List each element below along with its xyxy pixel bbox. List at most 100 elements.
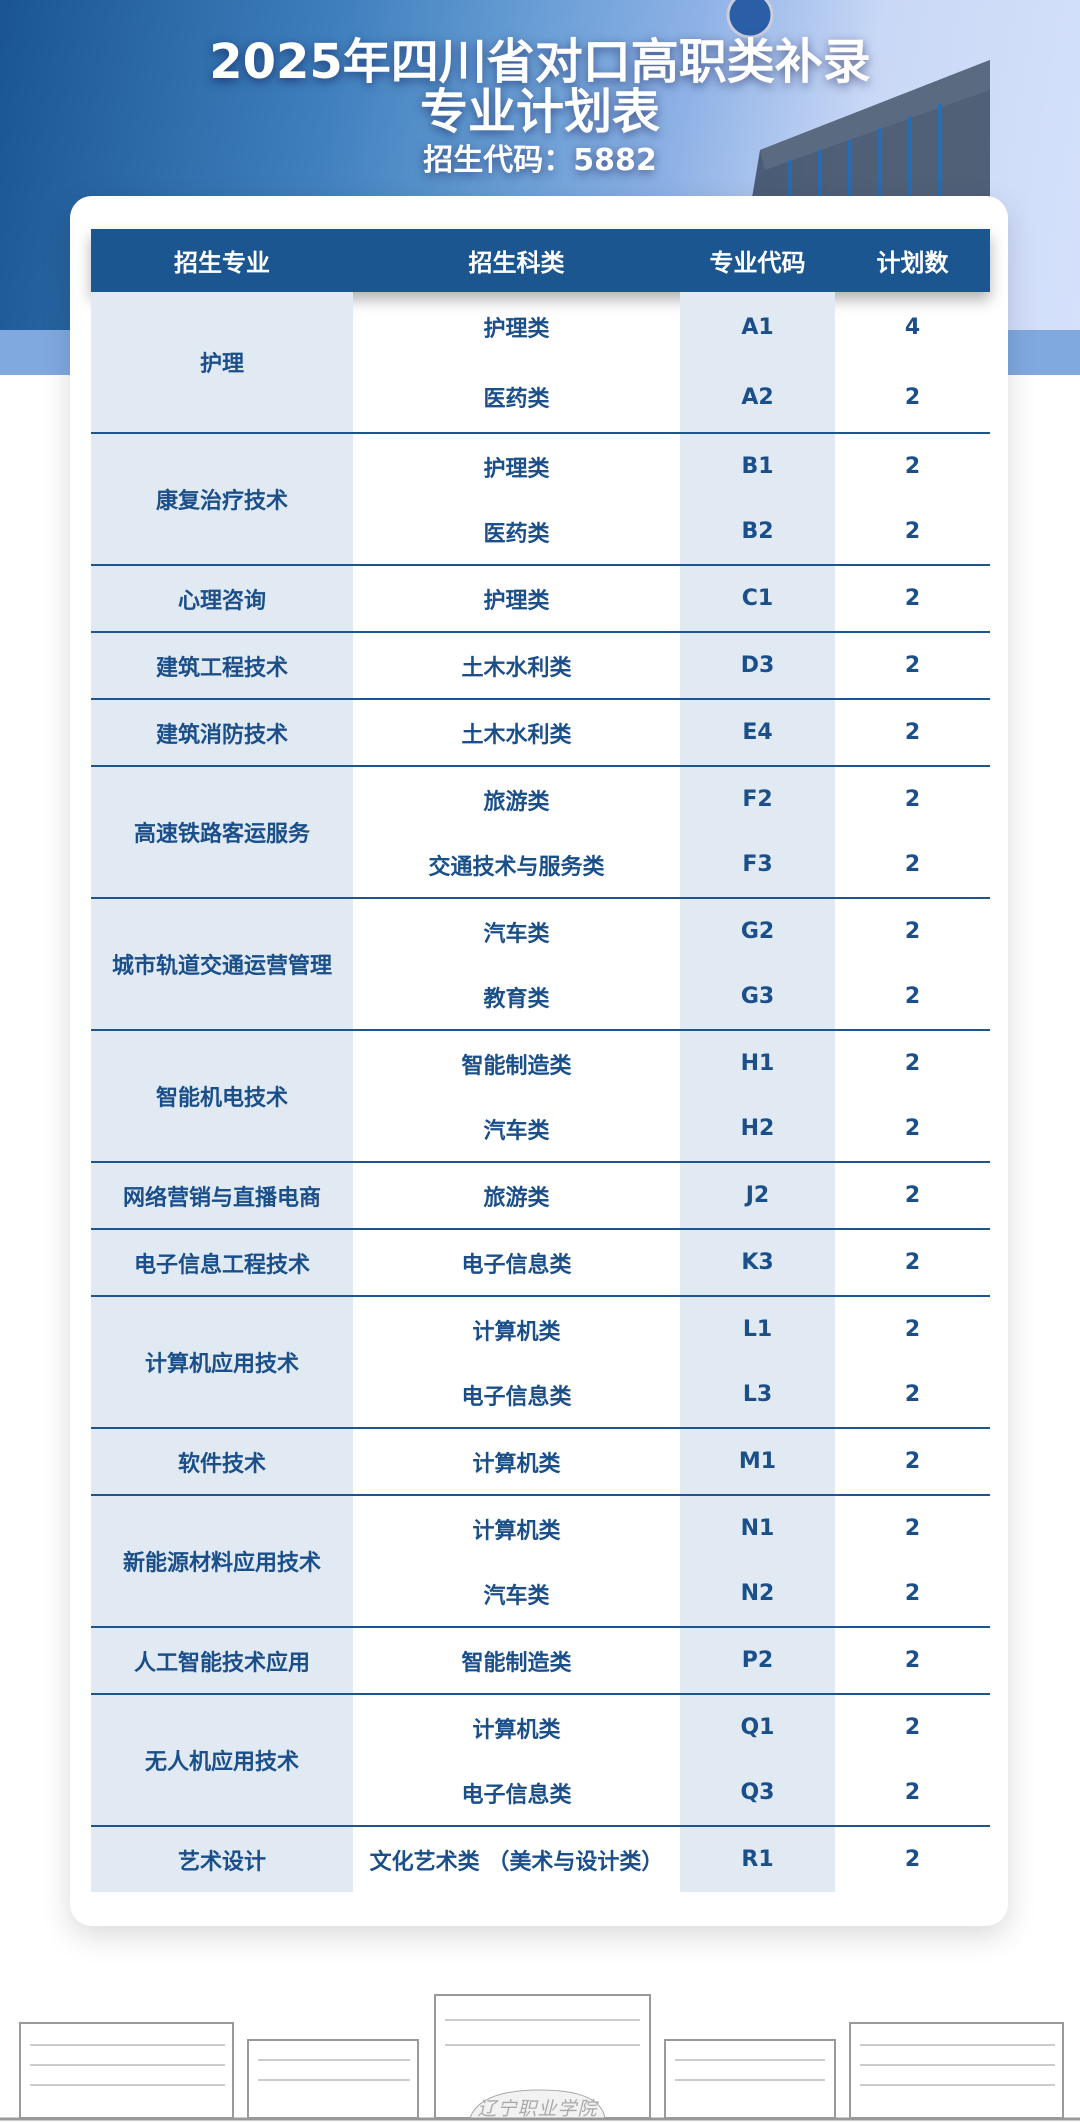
count-cell: 2 [904, 1715, 921, 1740]
count-cell: 2 [904, 1780, 921, 1805]
count-cell: 2 [904, 1847, 921, 1872]
count-cell: 2 [904, 1648, 921, 1673]
table-row: 护理类 A1 4 [353, 292, 990, 362]
code-cell: K3 [680, 1230, 835, 1295]
table-row: 旅游类 J2 2 [353, 1163, 990, 1228]
code-cell: C1 [680, 566, 835, 631]
code-cell: F2 [680, 767, 835, 832]
category-cell: 电子信息类 [461, 1252, 572, 1278]
category-cell: 电子信息类 [461, 1384, 572, 1410]
table-row-group: 建筑消防技术 土木水利类 E4 2 [91, 700, 990, 767]
major-cell: 艺术设计 [91, 1827, 353, 1892]
page-subtitle: 专业计划表 [419, 84, 660, 140]
count-cell: 2 [904, 1449, 921, 1474]
count-cell: 2 [904, 384, 921, 410]
table-row-group: 建筑工程技术 土木水利类 D3 2 [91, 633, 990, 700]
table-row: 教育类 G3 2 [353, 964, 990, 1029]
count-cell: 2 [904, 653, 921, 678]
campus-sign-text: 辽宁职业学院 [477, 2098, 598, 2120]
major-cell: 建筑工程技术 [91, 633, 353, 698]
major-cell: 心理咨询 [91, 566, 353, 631]
category-cell: 计算机类 [472, 1451, 561, 1477]
table-row-group: 康复治疗技术 护理类 B1 2 医药类 B2 2 [91, 434, 990, 566]
category-cell: 土木水利类 [461, 722, 572, 748]
code-cell: H1 [680, 1031, 835, 1096]
category-cell: 汽车类 [483, 1583, 550, 1609]
count-cell: 2 [904, 1051, 921, 1076]
table-row-group: 护理 护理类 A1 4 医药类 A2 2 [91, 292, 990, 434]
table-row: 汽车类 G2 2 [353, 899, 990, 964]
table-row-group: 无人机应用技术 计算机类 Q1 2 电子信息类 Q3 2 [91, 1695, 990, 1827]
campus-buildings-illustration [0, 1994, 1080, 2121]
code-cell: A1 [680, 292, 835, 362]
category-cell: 交通技术与服务类 [428, 854, 605, 880]
major-cell: 高速铁路客运服务 [91, 767, 353, 897]
count-cell: 2 [904, 984, 921, 1009]
table-header: 招生专业 招生科类 专业代码 计划数 [91, 229, 990, 292]
count-cell: 2 [904, 1516, 921, 1541]
table-row-group: 软件技术 计算机类 M1 2 [91, 1429, 990, 1496]
code-cell: B1 [680, 434, 835, 499]
code-cell: J2 [680, 1163, 835, 1228]
column-header-major: 招生专业 [174, 249, 270, 277]
table-row: 旅游类 F2 2 [353, 767, 990, 832]
major-cell: 护理 [91, 292, 353, 432]
count-cell: 2 [904, 787, 921, 812]
table-row: 电子信息类 L3 2 [353, 1362, 990, 1427]
major-cell: 康复治疗技术 [91, 434, 353, 564]
count-cell: 2 [904, 919, 921, 944]
major-cell: 建筑消防技术 [91, 700, 353, 765]
code-cell: F3 [680, 832, 835, 897]
category-cell: 电子信息类 [461, 1782, 572, 1808]
table-row-group: 城市轨道交通运营管理 汽车类 G2 2 教育类 G3 2 [91, 899, 990, 1031]
category-cell: 护理类 [483, 317, 550, 342]
table-row-group: 网络营销与直播电商 旅游类 J2 2 [91, 1163, 990, 1230]
table-row: 交通技术与服务类 F3 2 [353, 832, 990, 897]
code-cell: A2 [680, 362, 835, 432]
category-cell: 护理类 [483, 456, 550, 482]
table-row: 计算机类 N1 2 [353, 1496, 990, 1561]
table-row: 汽车类 H2 2 [353, 1096, 990, 1161]
column-header-category: 招生科类 [468, 249, 565, 277]
table-row: 电子信息类 K3 2 [353, 1230, 990, 1295]
code-cell: H2 [680, 1096, 835, 1161]
column-header-count: 计划数 [876, 249, 949, 277]
category-cell: 医药类 [483, 387, 550, 412]
code-cell: L1 [680, 1297, 835, 1362]
table-row: 电子信息类 Q3 2 [353, 1760, 990, 1825]
table-row: 智能制造类 H1 2 [353, 1031, 990, 1096]
table-row: 计算机类 L1 2 [353, 1297, 990, 1362]
major-cell: 无人机应用技术 [91, 1695, 353, 1825]
count-cell: 2 [904, 454, 921, 479]
category-cell: 计算机类 [472, 1518, 561, 1544]
code-cell: N2 [680, 1561, 835, 1626]
table-row: 文化艺术类 （美术与设计类） R1 2 [353, 1827, 990, 1892]
major-cell: 软件技术 [91, 1429, 353, 1494]
category-cell: 教育类 [483, 986, 550, 1012]
table-row: 医药类 A2 2 [353, 362, 990, 432]
category-cell: 汽车类 [483, 921, 550, 947]
major-cell: 网络营销与直播电商 [91, 1163, 353, 1228]
category-cell: 土木水利类 [461, 655, 572, 681]
table-row-group: 人工智能技术应用 智能制造类 P2 2 [91, 1628, 990, 1695]
table-row-group: 电子信息工程技术 电子信息类 K3 2 [91, 1230, 990, 1297]
count-cell: 2 [904, 1116, 921, 1141]
table-row-group: 新能源材料应用技术 计算机类 N1 2 汽车类 N2 2 [91, 1496, 990, 1628]
category-cell: 护理类 [483, 588, 550, 614]
code-cell: E4 [680, 700, 835, 765]
count-cell: 2 [904, 1581, 921, 1606]
table-row: 汽车类 N2 2 [353, 1561, 990, 1626]
code-cell: R1 [680, 1827, 835, 1892]
major-cell: 计算机应用技术 [91, 1297, 353, 1427]
table-row-group: 艺术设计 文化艺术类 （美术与设计类） R1 2 [91, 1827, 990, 1892]
count-cell: 2 [904, 1250, 921, 1275]
count-cell: 2 [904, 586, 921, 611]
category-cell: 计算机类 [472, 1319, 561, 1345]
table-body: 护理 护理类 A1 4 医药类 A2 2 康复治疗技术 护理类 B1 2 医药类 B2 2 心理咨询 护理类 C… [91, 292, 990, 1892]
table-row-group: 计算机应用技术 计算机类 L1 2 电子信息类 L3 2 [91, 1297, 990, 1429]
table-row-group: 心理咨询 护理类 C1 2 [91, 566, 990, 633]
major-cell: 新能源材料应用技术 [91, 1496, 353, 1626]
enrollment-code: 招生代码：5882 [423, 143, 657, 178]
major-cell: 城市轨道交通运营管理 [91, 899, 353, 1029]
major-cell: 电子信息工程技术 [91, 1230, 353, 1295]
